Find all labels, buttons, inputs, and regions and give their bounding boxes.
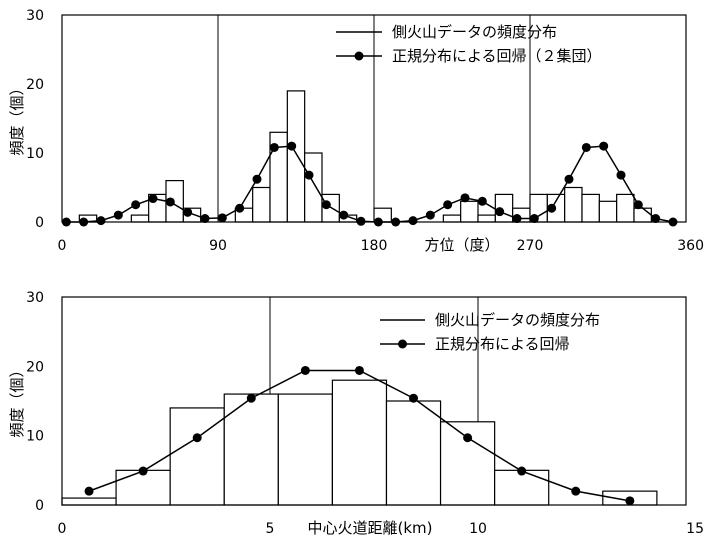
fit-point	[183, 207, 193, 217]
histogram-bar	[115, 469, 171, 506]
fit-point	[269, 142, 279, 152]
histogram-bar	[286, 90, 306, 223]
fit-point	[113, 210, 123, 220]
fit-point	[495, 207, 505, 217]
fit-point	[581, 142, 591, 152]
plot-frame	[61, 14, 687, 223]
legend-fit-marker	[398, 339, 407, 349]
x-tick-label: 90	[209, 238, 227, 254]
fit-point	[252, 174, 262, 184]
histogram-bar	[385, 400, 442, 506]
legend-histogram-label: 側火山データの頻度分布	[435, 311, 600, 329]
histogram-bar	[61, 497, 117, 506]
legend-histogram-label: 側火山データの頻度分布	[392, 23, 557, 41]
fit-point	[651, 214, 661, 224]
y-axis-label: 頻度（個）	[8, 80, 26, 155]
fit-point	[425, 210, 435, 220]
histogram-bar	[616, 193, 635, 223]
x-tick-label: 0	[58, 238, 67, 254]
fit-point	[599, 141, 609, 151]
histogram-bar	[442, 214, 462, 223]
fit-point	[321, 200, 331, 210]
fit-point	[625, 496, 635, 506]
fit-point	[192, 433, 202, 443]
x-axis-label: 中心火道距離(km)	[307, 519, 432, 537]
fit-point	[409, 393, 419, 403]
histogram-bar	[223, 393, 279, 506]
chart-distance: 0 10 20 30 0 5 10 15 中心火道距離(km) 頻度（個） 側火山データの頻度分布正…	[8, 290, 704, 537]
fit-point	[512, 214, 522, 224]
y-tick-label: 10	[26, 429, 44, 445]
fit-point	[96, 216, 106, 226]
y-tick-label: 30	[26, 290, 44, 306]
fit-point	[547, 203, 557, 213]
fit-point	[517, 466, 527, 476]
x-tick-label: 5	[266, 521, 275, 537]
plot-frame	[61, 296, 687, 506]
fit-point	[84, 486, 94, 496]
x-tick-label: 270	[517, 238, 544, 254]
histogram-bar	[494, 469, 550, 506]
histogram-bar	[304, 152, 323, 223]
fit-point	[138, 466, 148, 476]
x-axis-label: 方位（度）	[424, 236, 499, 254]
histogram-bar	[169, 407, 225, 506]
x-tick-label: 15	[686, 521, 704, 537]
fit-point	[235, 203, 245, 213]
y-tick-label: 10	[26, 146, 44, 162]
y-axis-label: 頻度（個）	[8, 362, 26, 437]
fit-point	[408, 216, 418, 226]
fit-point	[356, 216, 366, 226]
fit-point	[460, 193, 470, 203]
y-tick-label: 20	[26, 359, 44, 375]
fit-point	[148, 194, 158, 204]
fit-point	[463, 433, 473, 443]
chart-direction: 0 10 20 30 0 90 180 270 360 方位（度） 頻度（個） 側火山データの頻度分布…	[8, 8, 704, 254]
histogram-bar	[633, 207, 652, 223]
fit-point	[339, 210, 349, 220]
fit-point	[477, 196, 487, 206]
fit-point	[304, 170, 314, 180]
legend-fit-label: 正規分布による回帰	[435, 335, 570, 353]
fit-point	[131, 200, 141, 210]
histogram-bar	[331, 379, 388, 506]
histogram-bar	[581, 193, 600, 223]
fit-point	[571, 486, 581, 496]
fit-point	[616, 170, 626, 180]
fit-point	[217, 213, 227, 223]
fit-point	[354, 365, 364, 375]
x-tick-label: 360	[677, 238, 704, 254]
y-tick-label: 0	[35, 498, 44, 514]
fit-point	[529, 214, 539, 224]
y-tick-label: 30	[26, 8, 44, 24]
fit-point	[200, 214, 210, 224]
histogram-bar	[564, 186, 583, 223]
histogram-bar	[252, 186, 271, 223]
histogram-bar	[477, 214, 496, 223]
x-tick-label: 0	[58, 521, 67, 537]
fit-point	[246, 393, 256, 403]
histogram-bar	[460, 200, 479, 223]
legend-fit-marker	[354, 51, 364, 61]
y-tick-label: 20	[26, 77, 44, 93]
histogram-bar	[277, 393, 334, 506]
histogram-bar	[598, 200, 618, 223]
legend-fit-label: 正規分布による回帰（２集団）	[392, 47, 602, 65]
fit-point	[287, 141, 297, 151]
fit-point	[633, 200, 643, 210]
fit-point	[165, 197, 175, 207]
y-tick-label: 0	[35, 215, 44, 231]
fit-point	[443, 200, 453, 210]
fit-point	[300, 365, 310, 375]
histogram-bar	[130, 214, 150, 223]
x-tick-label: 10	[469, 521, 487, 537]
fit-point	[564, 174, 574, 184]
x-tick-label: 180	[361, 238, 388, 254]
